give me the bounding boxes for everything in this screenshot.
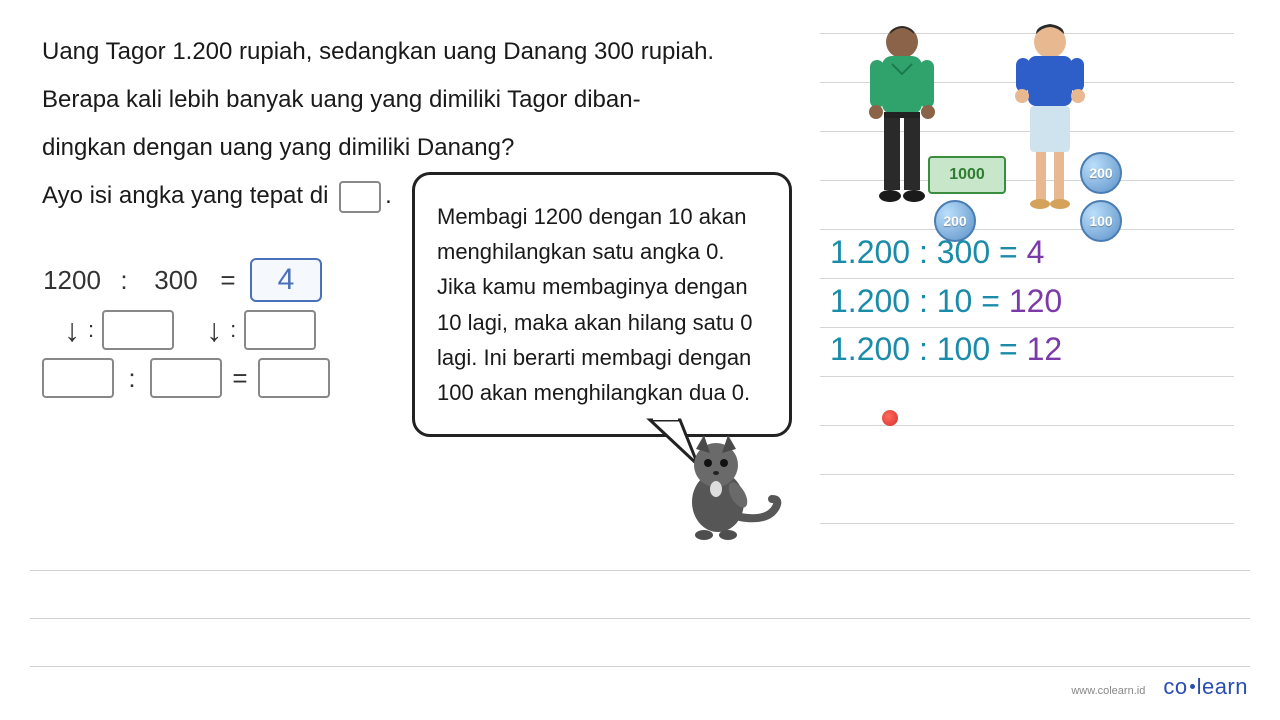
coin-value: 200: [943, 213, 966, 229]
ruled-line: [820, 425, 1234, 426]
op-divide: :: [230, 317, 236, 343]
question-line-3: dingkan dengan uang yang dimiliki Danang…: [42, 124, 782, 172]
calc-rhs: 12: [1027, 331, 1063, 367]
coin: 100: [1080, 200, 1122, 242]
arrow-down-icon: ↓: [206, 312, 222, 349]
cat-mascot-icon: [668, 427, 788, 552]
blank-box[interactable]: [258, 358, 330, 398]
inline-blank-box: [339, 181, 381, 213]
banknote: 1000: [928, 156, 1006, 194]
op-divide: :: [110, 265, 138, 296]
calc-line: 1.200 : 300 = 4: [830, 228, 1062, 277]
divisor: 300: [146, 265, 206, 296]
calc-lhs: 1.200 : 10 =: [830, 283, 1009, 319]
op-equals: =: [214, 265, 242, 296]
coin-value: 100: [1089, 213, 1112, 229]
calc-line: 1.200 : 10 = 120: [830, 277, 1062, 326]
worksheet: 1200 : 300 = 4 ↓ : ↓ : : =: [42, 258, 330, 398]
op-divide: :: [88, 317, 94, 343]
people-illustration: 1000 200 200 100: [840, 20, 1260, 230]
question-line-4-pre: Ayo isi angka yang tepat di: [42, 182, 335, 209]
brand-logo: colearn: [1163, 674, 1248, 700]
arrow-row: ↓ : ↓ :: [64, 310, 330, 350]
footer-url: www.colearn.id: [1071, 685, 1145, 697]
calc-line: 1.200 : 100 = 12: [830, 325, 1062, 374]
blank-box[interactable]: [102, 310, 174, 350]
blank-box[interactable]: [42, 358, 114, 398]
calc-lhs: 1.200 : 100 =: [830, 331, 1027, 367]
ruled-line: [820, 523, 1234, 524]
right-panel: 1000 200 200 100 1.200 : 300 = 4 1.200 :…: [820, 0, 1260, 720]
blank-box[interactable]: [244, 310, 316, 350]
coin: 200: [1080, 152, 1122, 194]
op-equals: =: [230, 363, 250, 394]
calc-lhs: 1.200 : 300 =: [830, 234, 1027, 270]
question-line-2: Berapa kali lebih banyak uang yang dimil…: [42, 76, 782, 124]
answer-box-filled[interactable]: 4: [250, 258, 322, 302]
person-tagor-icon: [852, 20, 952, 230]
speech-text: Membagi 1200 dengan 10 akan menghilangka…: [437, 204, 753, 405]
calc-rhs: 4: [1027, 234, 1045, 270]
laser-pointer-icon: [882, 410, 898, 426]
op-divide: :: [122, 363, 142, 394]
dividend: 1200: [42, 265, 102, 296]
ruled-line: [820, 474, 1234, 475]
banknote-value: 1000: [949, 166, 985, 184]
coin-value: 200: [1089, 165, 1112, 181]
question-line-4-post: .: [385, 182, 392, 209]
ruled-line: [820, 376, 1234, 377]
person-danang-icon: [1000, 20, 1100, 230]
calculation-list: 1.200 : 300 = 4 1.200 : 10 = 120 1.200 :…: [830, 228, 1062, 374]
arrow-down-icon: ↓: [64, 312, 80, 349]
equation-row-1: 1200 : 300 = 4: [42, 258, 330, 302]
footer: www.colearn.id colearn: [1071, 674, 1248, 700]
question-line-1: Uang Tagor 1.200 rupiah, sedangkan uang …: [42, 28, 782, 76]
blank-box[interactable]: [150, 358, 222, 398]
calc-rhs: 120: [1009, 283, 1062, 319]
equation-row-2: : =: [42, 358, 330, 398]
speech-bubble: Membagi 1200 dengan 10 akan menghilangka…: [412, 172, 792, 437]
